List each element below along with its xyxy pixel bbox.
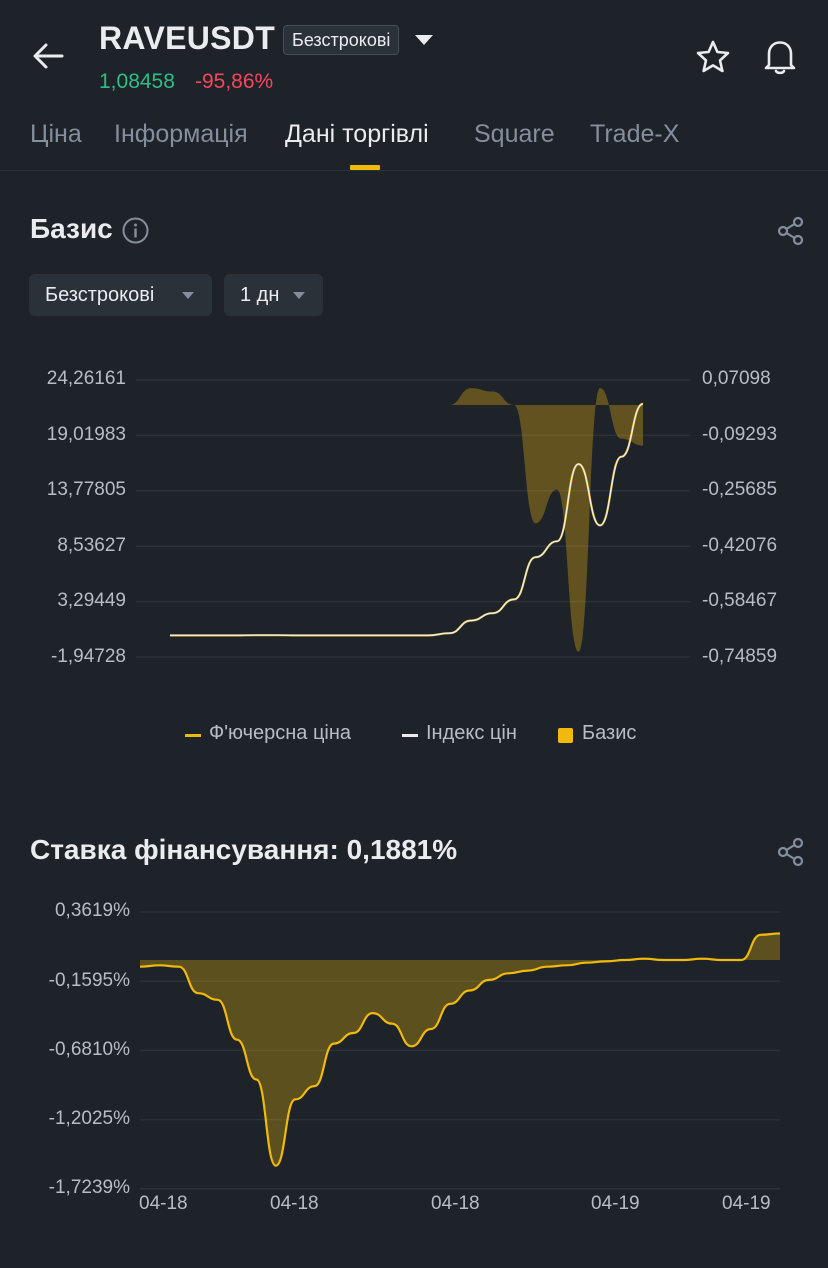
- symbol-title: RAVEUSDT: [99, 20, 276, 56]
- legend-basis-label: Базис: [582, 722, 637, 744]
- contract-type-select[interactable]: Безстрокові: [29, 274, 212, 316]
- chevron-down-icon: [293, 292, 305, 299]
- funding-y-tick: -1,7239%: [48, 1177, 130, 1198]
- favorite-star-icon[interactable]: [694, 38, 732, 76]
- index-price-line: [169, 403, 644, 637]
- basis-right-tick: -0,25685: [702, 479, 778, 500]
- basis-left-tick: 13,77805: [46, 479, 126, 500]
- basis-right-tick: -0,42076: [702, 535, 778, 556]
- basis-chart[interactable]: [0, 0, 828, 700]
- funding-y-tick: 0,3619%: [54, 900, 130, 921]
- legend-index-label: Індекс цін: [426, 722, 517, 744]
- tab-bar: Ціна Інформація Дані торгівлі Square Tra…: [0, 110, 828, 171]
- basis-right-tick: -0,09293: [702, 424, 778, 445]
- basis-title: Базис: [30, 213, 113, 244]
- notification-bell-icon[interactable]: [761, 36, 799, 76]
- funding-x-tick: 04-18: [139, 1193, 188, 1214]
- basis-left-tick: -1,94728: [50, 646, 126, 667]
- contract-badge: Безстрокові: [283, 25, 400, 55]
- share-icon[interactable]: [776, 216, 806, 246]
- period-select[interactable]: 1 дн: [224, 274, 323, 316]
- legend-basis-swatch: [558, 728, 573, 743]
- basis-right-tick: -0,74859: [702, 646, 778, 667]
- chevron-down-icon: [182, 292, 194, 299]
- header: RAVEUSDT Безстрокові 1,08458 -95,86%: [0, 0, 828, 110]
- basis-right-tick: 0,07098: [702, 368, 771, 389]
- funding-x-tick: 04-18: [431, 1193, 480, 1214]
- funding-rate-title: Ставка фінансування: 0,1881%: [30, 834, 458, 865]
- basis-area: [170, 388, 643, 652]
- tab-trade-x[interactable]: Trade-X: [590, 120, 680, 148]
- basis-right-tick: -0,58467: [702, 590, 778, 611]
- price-change: -95,86%: [195, 70, 274, 93]
- legend-futures-label: Ф'ючерсна ціна: [209, 722, 352, 744]
- funding-rate-area: [140, 933, 780, 1166]
- tab-info[interactable]: Інформація: [114, 120, 248, 148]
- funding-x-tick: 04-18: [270, 1193, 319, 1214]
- active-tab-indicator: [350, 165, 380, 170]
- funding-y-tick: -0,1595%: [48, 970, 130, 991]
- basis-left-tick: 3,29449: [57, 590, 126, 611]
- basis-left-tick: 19,01983: [46, 424, 126, 445]
- last-price: 1,08458: [99, 70, 175, 93]
- tab-price[interactable]: Ціна: [30, 120, 82, 148]
- basis-left-tick: 8,53627: [57, 535, 126, 556]
- symbol-dropdown-icon[interactable]: [413, 31, 435, 49]
- share-icon[interactable]: [776, 837, 806, 867]
- contract-type-value: Безстрокові: [45, 284, 155, 306]
- funding-x-tick: 04-19: [722, 1193, 771, 1214]
- period-value: 1 дн: [240, 284, 280, 306]
- tab-trading-data[interactable]: Дані торгівлі: [285, 120, 429, 148]
- funding-y-tick: -0,6810%: [48, 1039, 130, 1060]
- basis-left-tick: 24,26161: [46, 368, 126, 389]
- funding-y-tick: -1,2025%: [48, 1108, 130, 1129]
- back-arrow-icon[interactable]: [28, 36, 68, 76]
- tab-square[interactable]: Square: [474, 120, 555, 148]
- legend-index-swatch: [402, 734, 418, 737]
- funding-x-tick: 04-19: [591, 1193, 640, 1214]
- info-icon[interactable]: [122, 217, 149, 244]
- legend-futures-swatch: [185, 734, 201, 737]
- funding-rate-line: [139, 932, 781, 1167]
